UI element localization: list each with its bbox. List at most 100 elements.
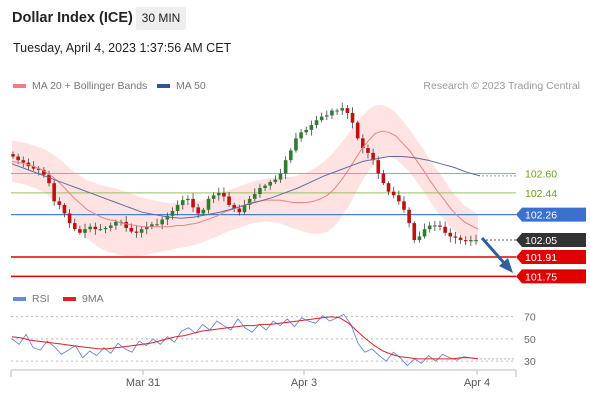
candle-down — [453, 236, 458, 238]
candle-up — [469, 240, 473, 242]
candle-down — [438, 225, 442, 227]
candle-up — [252, 194, 257, 199]
candle-up — [433, 225, 437, 227]
candle-down — [222, 192, 226, 197]
candle-down — [237, 208, 242, 213]
rsi-swatch — [13, 297, 26, 302]
candle-up — [211, 195, 216, 199]
candle-down — [21, 160, 26, 163]
candle-down — [134, 231, 139, 233]
candle-up — [422, 229, 427, 237]
candle-down — [232, 204, 237, 209]
timeframe-badge[interactable]: 30 MIN — [136, 7, 186, 30]
ma20-legend-label: MA 20 + Bollinger Bands — [32, 80, 148, 92]
candle-down — [345, 108, 350, 113]
candle-down — [412, 223, 417, 241]
candle-up — [417, 236, 422, 241]
rsi-ma-line — [11, 316, 479, 360]
candle-down — [62, 204, 67, 214]
candle-down — [31, 166, 36, 169]
candle-down — [458, 237, 463, 241]
candle-up — [278, 173, 283, 180]
candle-down — [67, 213, 72, 224]
candle-up — [474, 240, 478, 242]
candle-down — [366, 148, 370, 153]
rsi-ma-swatch — [63, 297, 76, 302]
candle-down — [402, 201, 406, 210]
candle-up — [309, 125, 314, 130]
candle-up — [335, 110, 339, 112]
chart-header: Dollar Index (ICE) 30 MIN — [0, 0, 590, 36]
candle-up — [155, 224, 159, 226]
x-axis-label: Mar 31 — [126, 377, 160, 389]
candle-down — [397, 195, 401, 202]
legend-rsi: RSI — [13, 293, 50, 305]
candle-down — [196, 207, 200, 214]
support-tag — [516, 269, 586, 284]
candle-up — [325, 115, 329, 117]
ma50-legend-label: MA 50 — [176, 80, 206, 92]
candle-down — [129, 227, 134, 232]
candle-down — [355, 122, 360, 139]
candle-up — [114, 221, 118, 226]
candle-up — [186, 198, 190, 201]
legend-ma50: MA 50 — [157, 80, 206, 92]
candle-up — [289, 150, 293, 161]
resistance-label: 102.60 — [525, 168, 557, 180]
rsi-legend-label: RSI — [32, 293, 50, 305]
candle-up — [103, 227, 108, 230]
research-credit: Research © 2023 Trading Central — [423, 80, 580, 92]
candle-up — [216, 192, 221, 196]
rsi-tick-label: 30 — [524, 356, 536, 368]
x-axis-label: Apr 3 — [291, 377, 317, 389]
candle-up — [283, 160, 288, 174]
forecast-arrow-head — [499, 258, 513, 273]
candle-down — [350, 112, 355, 123]
resistance-label: 102.44 — [525, 188, 557, 200]
candle-up — [340, 108, 345, 111]
candle-down — [16, 156, 20, 161]
candle-up — [139, 229, 144, 233]
rsi-line — [11, 313, 479, 367]
candle-up — [201, 209, 206, 214]
candle-up — [170, 211, 175, 216]
support-tag — [516, 250, 586, 264]
candle-up — [206, 198, 211, 210]
pivot-tag — [516, 207, 586, 222]
candle-down — [227, 196, 231, 205]
ma50-line — [11, 156, 481, 219]
current-price-tag — [516, 233, 586, 248]
candle-down — [57, 201, 62, 205]
candle-up — [427, 225, 432, 230]
candle-up — [330, 110, 334, 116]
ma20-swatch — [13, 84, 26, 89]
bollinger-band — [12, 104, 478, 256]
rsi-ma-legend-label: 9MA — [82, 293, 104, 305]
candle-down — [376, 160, 381, 174]
candle-up — [98, 229, 103, 231]
candle-up — [258, 188, 262, 195]
pivot-label: 102.26 — [525, 210, 557, 222]
candle-up — [299, 132, 303, 139]
candle-down — [448, 232, 453, 237]
candle-down — [361, 138, 365, 149]
support-label: 101.75 — [525, 271, 557, 283]
candle-down — [391, 191, 396, 196]
candle-up — [150, 224, 154, 227]
candle-down — [371, 152, 375, 161]
candle-down — [463, 240, 468, 242]
candle-up — [180, 200, 185, 205]
candle-up — [319, 116, 324, 121]
candle-up — [88, 226, 92, 230]
candle-down — [381, 173, 386, 184]
candle-up — [108, 225, 113, 228]
candle-up — [263, 185, 267, 188]
candle-down — [36, 168, 41, 170]
legend-ma20: MA 20 + Bollinger Bands — [13, 80, 147, 92]
candle-down — [386, 183, 391, 192]
instrument-title: Dollar Index (ICE) — [12, 10, 133, 26]
x-axis-label: Apr 4 — [464, 377, 490, 389]
rsi-tick-label: 70 — [524, 312, 536, 324]
support-label: 101.91 — [525, 252, 557, 264]
